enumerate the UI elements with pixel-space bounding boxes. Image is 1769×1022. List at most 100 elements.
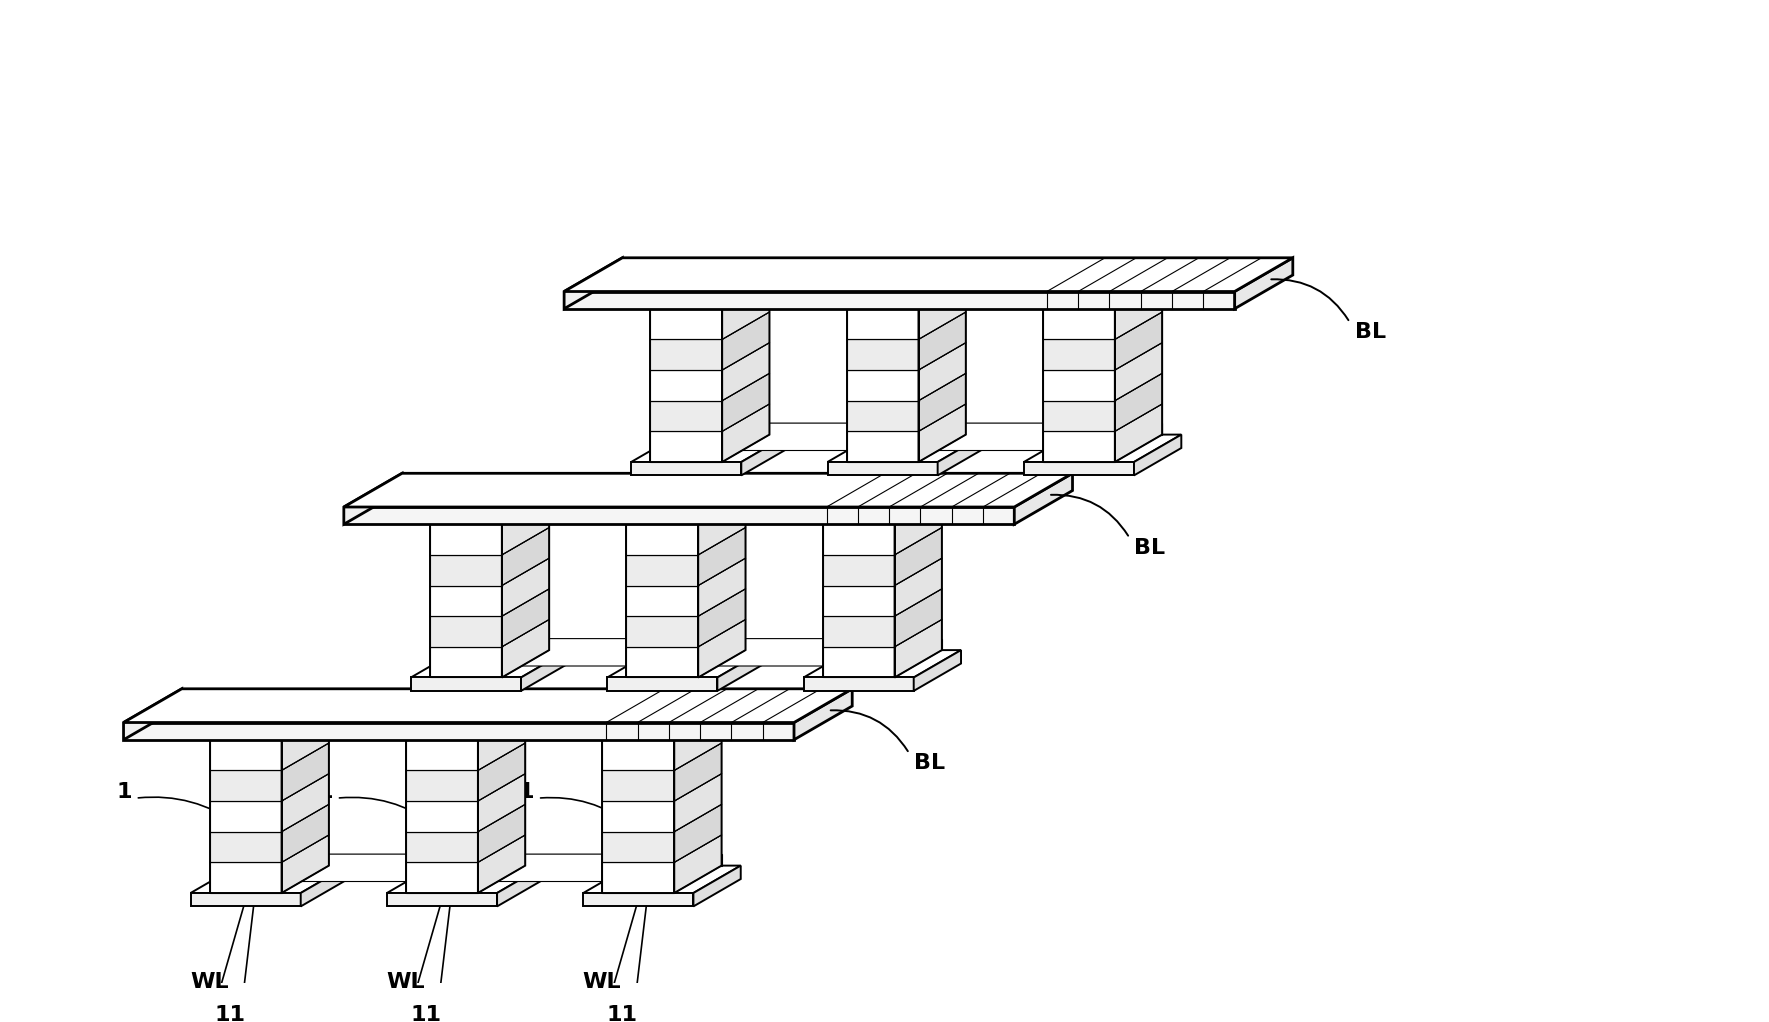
Polygon shape (607, 650, 764, 678)
Polygon shape (124, 723, 794, 740)
Polygon shape (722, 281, 770, 339)
Polygon shape (1044, 431, 1114, 462)
Polygon shape (478, 804, 525, 863)
Polygon shape (895, 527, 941, 586)
Polygon shape (651, 309, 722, 339)
Text: BL: BL (1134, 538, 1166, 558)
Polygon shape (387, 866, 545, 893)
Polygon shape (699, 497, 745, 555)
Polygon shape (478, 774, 525, 832)
Polygon shape (1024, 434, 1182, 462)
Polygon shape (584, 866, 741, 893)
Polygon shape (847, 281, 966, 309)
Polygon shape (699, 527, 745, 586)
Polygon shape (699, 619, 745, 678)
Polygon shape (430, 639, 941, 666)
Polygon shape (674, 804, 722, 863)
Polygon shape (895, 558, 941, 616)
Polygon shape (651, 401, 722, 431)
Polygon shape (124, 689, 853, 723)
Polygon shape (1114, 404, 1162, 462)
Text: 11: 11 (214, 1006, 246, 1022)
Polygon shape (430, 524, 502, 555)
Polygon shape (632, 434, 789, 462)
Polygon shape (430, 555, 502, 586)
Polygon shape (301, 866, 348, 907)
Polygon shape (699, 589, 745, 647)
Text: WL: WL (582, 972, 621, 991)
Polygon shape (918, 281, 966, 339)
Polygon shape (1114, 281, 1162, 339)
Polygon shape (584, 893, 693, 907)
Polygon shape (823, 647, 895, 678)
Polygon shape (626, 647, 699, 678)
Polygon shape (211, 801, 281, 832)
Polygon shape (918, 342, 966, 401)
Polygon shape (651, 339, 722, 370)
Polygon shape (651, 370, 722, 401)
Polygon shape (895, 497, 941, 555)
Polygon shape (632, 462, 741, 475)
Polygon shape (918, 404, 966, 462)
Polygon shape (603, 863, 674, 893)
Polygon shape (281, 804, 329, 863)
Polygon shape (718, 650, 764, 691)
Polygon shape (823, 497, 941, 524)
Polygon shape (626, 586, 699, 616)
Text: 11: 11 (607, 1006, 639, 1022)
Polygon shape (430, 586, 502, 616)
Polygon shape (674, 712, 722, 771)
Polygon shape (1044, 370, 1114, 401)
Polygon shape (522, 650, 568, 691)
Polygon shape (1044, 339, 1114, 370)
Polygon shape (502, 527, 548, 586)
Polygon shape (478, 712, 525, 771)
Polygon shape (603, 712, 722, 740)
Polygon shape (847, 401, 918, 431)
Polygon shape (343, 507, 1014, 524)
Text: 1: 1 (317, 782, 333, 802)
Polygon shape (564, 258, 623, 309)
Polygon shape (343, 473, 402, 524)
Polygon shape (211, 712, 329, 740)
Text: WL: WL (189, 972, 228, 991)
Polygon shape (918, 312, 966, 370)
Polygon shape (407, 832, 478, 863)
Text: WL: WL (386, 972, 425, 991)
Polygon shape (502, 497, 548, 555)
Polygon shape (211, 740, 281, 771)
Polygon shape (478, 639, 941, 650)
Polygon shape (847, 370, 918, 401)
Polygon shape (603, 740, 674, 771)
Polygon shape (603, 832, 674, 863)
Polygon shape (847, 309, 918, 339)
Polygon shape (478, 743, 525, 801)
Text: 1: 1 (518, 782, 534, 802)
Polygon shape (281, 712, 329, 771)
Text: 1: 1 (117, 782, 133, 802)
Polygon shape (741, 434, 789, 475)
Polygon shape (1114, 342, 1162, 401)
Polygon shape (823, 555, 895, 586)
Polygon shape (211, 863, 281, 893)
Polygon shape (1114, 312, 1162, 370)
Polygon shape (478, 835, 525, 893)
Polygon shape (895, 589, 941, 647)
Polygon shape (697, 423, 1162, 434)
Polygon shape (847, 431, 918, 462)
Polygon shape (1044, 281, 1162, 309)
Text: 11: 11 (410, 1006, 442, 1022)
Polygon shape (918, 373, 966, 431)
Polygon shape (674, 743, 722, 801)
Polygon shape (847, 339, 918, 370)
Polygon shape (823, 616, 895, 647)
Polygon shape (407, 771, 478, 801)
Polygon shape (803, 678, 915, 691)
Polygon shape (693, 866, 741, 907)
Polygon shape (211, 832, 281, 863)
Polygon shape (938, 434, 985, 475)
Polygon shape (430, 616, 502, 647)
Polygon shape (564, 291, 1235, 309)
Polygon shape (626, 555, 699, 586)
Polygon shape (387, 893, 497, 907)
